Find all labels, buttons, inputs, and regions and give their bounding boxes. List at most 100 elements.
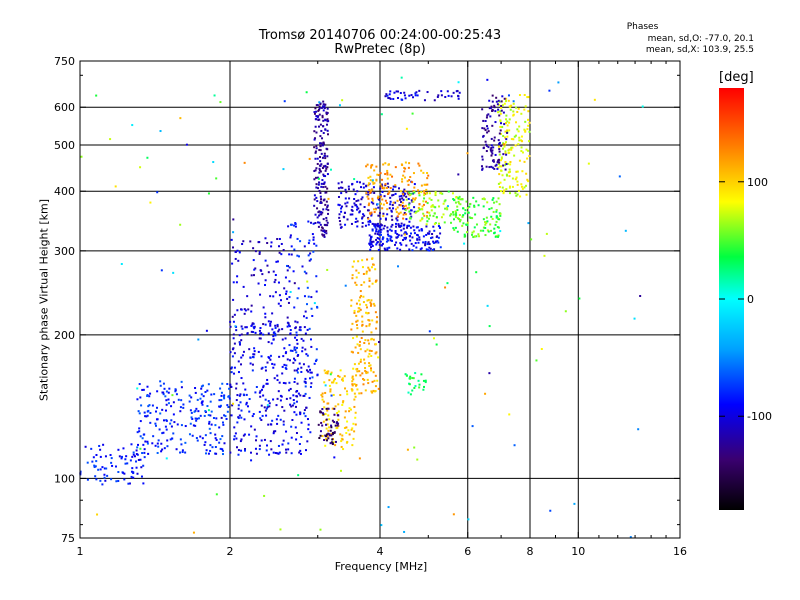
- data-point: [427, 174, 430, 177]
- data-point: [146, 156, 149, 159]
- data-point: [299, 240, 302, 243]
- data-point: [507, 171, 510, 174]
- data-point: [477, 233, 480, 236]
- data-point: [304, 392, 307, 395]
- data-point: [361, 216, 364, 219]
- data-point: [324, 224, 327, 227]
- data-point: [356, 327, 359, 330]
- data-point: [500, 105, 503, 108]
- data-point: [165, 399, 168, 402]
- data-point: [324, 175, 327, 178]
- data-point: [289, 329, 292, 332]
- data-point: [410, 209, 413, 212]
- data-point: [408, 191, 411, 194]
- data-point: [91, 460, 94, 463]
- data-point: [280, 299, 283, 302]
- data-point: [493, 106, 496, 109]
- data-point: [446, 90, 449, 93]
- data-point: [99, 479, 102, 482]
- data-point: [139, 420, 142, 423]
- data-point: [499, 159, 502, 162]
- data-point: [214, 446, 217, 449]
- data-point: [498, 186, 501, 189]
- data-point: [239, 440, 242, 443]
- data-point: [236, 309, 239, 312]
- data-point: [465, 231, 468, 234]
- data-point: [309, 371, 312, 374]
- data-point: [316, 157, 319, 160]
- data-point: [212, 161, 215, 164]
- data-point: [314, 176, 317, 179]
- data-point: [158, 428, 161, 431]
- data-point: [371, 179, 374, 182]
- data-point: [250, 330, 253, 333]
- data-point: [255, 435, 258, 438]
- data-point: [447, 94, 450, 97]
- data-point: [276, 374, 279, 377]
- data-point: [490, 229, 493, 232]
- data-point: [351, 383, 354, 386]
- data-point: [361, 315, 364, 318]
- data-point: [368, 323, 371, 326]
- data-point: [302, 315, 305, 318]
- data-point: [276, 260, 279, 263]
- data-point: [132, 472, 135, 475]
- data-point: [262, 323, 265, 326]
- data-point: [356, 388, 359, 391]
- data-point: [299, 413, 302, 416]
- data-point: [483, 127, 486, 130]
- data-point: [521, 187, 524, 190]
- data-point: [230, 414, 233, 417]
- data-point: [350, 350, 353, 353]
- data-point: [388, 207, 391, 210]
- data-point: [276, 325, 279, 328]
- data-point: [523, 108, 526, 111]
- data-point: [283, 409, 286, 412]
- data-point: [402, 193, 405, 196]
- phase-stats-heading: Phases: [626, 22, 659, 32]
- data-point: [422, 379, 425, 382]
- data-point: [326, 221, 329, 224]
- data-point: [518, 159, 521, 162]
- data-point: [520, 150, 523, 153]
- data-point: [307, 365, 310, 368]
- data-point: [352, 367, 355, 370]
- data-point: [493, 104, 496, 107]
- data-point: [409, 377, 412, 380]
- data-point: [393, 91, 396, 94]
- data-point: [351, 182, 354, 185]
- data-point: [481, 108, 484, 111]
- data-point: [498, 173, 501, 176]
- data-point: [354, 221, 357, 224]
- data-point: [344, 202, 347, 205]
- data-point: [137, 458, 140, 461]
- data-point: [248, 410, 251, 413]
- data-point: [313, 194, 316, 197]
- data-point: [468, 216, 471, 219]
- data-point: [381, 207, 384, 210]
- data-point: [323, 231, 326, 234]
- data-point: [282, 381, 285, 384]
- data-point: [413, 229, 416, 232]
- data-point: [502, 190, 505, 193]
- data-point: [403, 530, 406, 533]
- data-point: [326, 402, 329, 405]
- data-point: [420, 169, 423, 172]
- data-point: [320, 198, 323, 201]
- data-point: [458, 202, 461, 205]
- data-point: [330, 394, 333, 397]
- data-point: [633, 317, 636, 320]
- data-point: [413, 446, 416, 449]
- data-point: [232, 246, 235, 249]
- data-point: [515, 121, 518, 124]
- data-point: [182, 403, 185, 406]
- data-point: [506, 174, 509, 177]
- data-point: [421, 205, 424, 208]
- data-point: [489, 223, 492, 226]
- colorbar-unit: [deg]: [719, 70, 754, 85]
- data-point: [138, 412, 141, 415]
- data-point: [350, 304, 353, 307]
- data-point: [318, 171, 321, 174]
- data-point: [374, 343, 377, 346]
- data-point: [326, 118, 329, 121]
